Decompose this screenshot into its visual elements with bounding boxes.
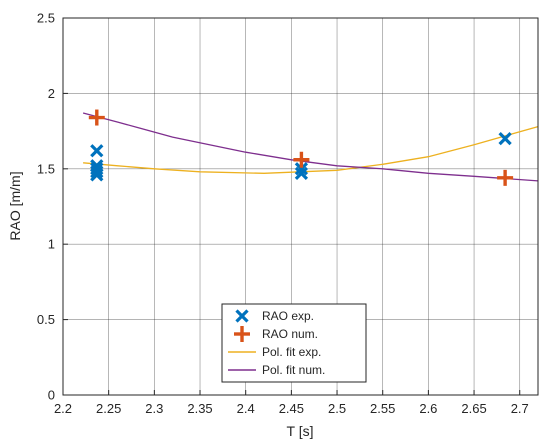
y-tick-label: 1 [48,237,55,252]
x-tick-label: 2.3 [145,401,163,416]
y-tick-label: 1.5 [37,161,55,176]
series-layer [82,109,539,186]
legend-label: Pol. fit num. [262,363,325,377]
data-point-exp [90,165,104,179]
x-tick-label: 2.4 [237,401,255,416]
legend-x-marker [235,309,249,323]
y-axis-label: RAO [m/m] [7,171,23,240]
x-tick-label: 2.6 [419,401,437,416]
y-axis-ticks: 0 0.5 1 1.5 2 2.5 [37,11,68,403]
x-axis-ticks: 2.2 2.25 2.3 2.35 2.4 2.45 2.5 2.55 2.6 2.65 2.7 [54,390,529,416]
legend: RAO exp. RAO num. Pol. fit exp. Pol. fit nu… [221,303,367,383]
x-axis-label: T [s] [287,423,314,439]
x-tick-label: 2.25 [96,401,121,416]
y-tick-label: 0 [48,388,55,403]
legend-plus-marker [234,326,250,342]
data-point-exp [294,162,309,176]
x-tick-label: 2.45 [279,401,304,416]
x-tick-label: 2.65 [461,401,486,416]
data-point-exp [90,168,104,182]
x-tick-label: 2.2 [54,401,72,416]
y-tick-label: 2.5 [37,11,55,26]
data-point-num [88,109,105,126]
legend-label: RAO exp. [262,309,314,323]
x-tick-label: 2.55 [370,401,395,416]
data-point-exp [498,132,512,146]
series-line-2 [82,112,539,182]
legend-label: Pol. fit exp. [262,345,321,359]
x-tick-label: 2.7 [511,401,529,416]
data-point-exp [294,166,309,180]
legend-label: RAO num. [262,327,318,341]
legend-box [221,303,367,383]
data-point-num [497,169,514,186]
x-tick-label: 2.35 [187,401,212,416]
data-point-exp [90,144,104,158]
x-tick-label: 2.5 [328,401,346,416]
y-tick-label: 2 [48,86,55,101]
data-point-num [293,151,310,168]
plot-border [62,17,539,396]
y-tick-label: 0.5 [37,312,55,327]
